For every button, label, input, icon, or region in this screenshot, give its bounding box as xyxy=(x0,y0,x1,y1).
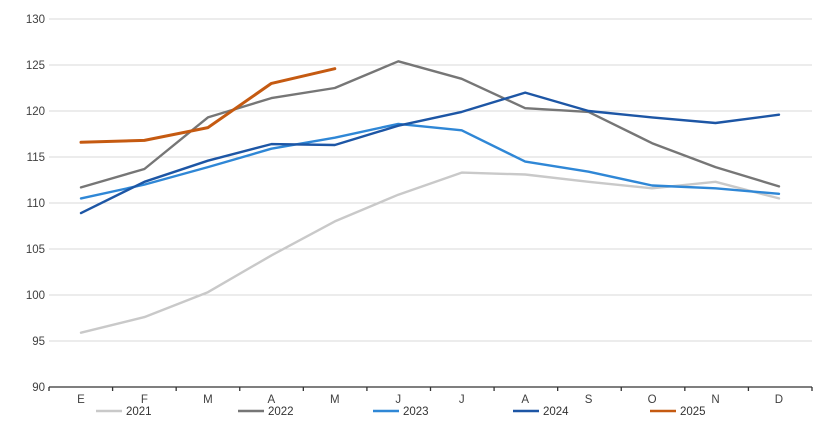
x-axis-label: S xyxy=(585,394,593,406)
series-line-2025 xyxy=(79,67,337,144)
y-axis-label: 90 xyxy=(32,382,45,394)
y-axis-label: 125 xyxy=(26,60,45,72)
x-axis-label: J xyxy=(395,394,401,406)
y-axis-label: 110 xyxy=(27,198,45,210)
y-axis-label: 115 xyxy=(27,152,45,164)
x-axis-label: N xyxy=(711,394,719,406)
x-axis-label: D xyxy=(775,394,783,406)
x-axis-label: J xyxy=(459,394,465,406)
x-axis-label: A xyxy=(268,394,276,406)
series-line-2024 xyxy=(79,91,781,215)
y-axis-label: 95 xyxy=(32,336,45,348)
x-axis-label: O xyxy=(648,394,657,406)
legend-label-2021: 2021 xyxy=(126,406,152,418)
legend-label-2025: 2025 xyxy=(680,406,706,418)
x-axis-label: M xyxy=(330,394,340,406)
series-line-2023 xyxy=(79,122,781,200)
x-axis-label: E xyxy=(77,394,85,406)
x-axis-label: A xyxy=(521,394,529,406)
legend-label-2024: 2024 xyxy=(543,406,569,418)
series-line-2022 xyxy=(79,60,781,189)
y-axis-label: 105 xyxy=(26,244,45,256)
legend-label-2022: 2022 xyxy=(268,406,294,418)
x-axis-label: F xyxy=(141,394,148,406)
y-axis-label: 120 xyxy=(26,106,45,118)
series-line-2021 xyxy=(79,171,781,334)
legend-label-2023: 2023 xyxy=(403,406,429,418)
y-axis-label: 100 xyxy=(26,290,45,302)
x-axis-label: M xyxy=(203,394,213,406)
y-axis-label: 130 xyxy=(26,14,45,26)
